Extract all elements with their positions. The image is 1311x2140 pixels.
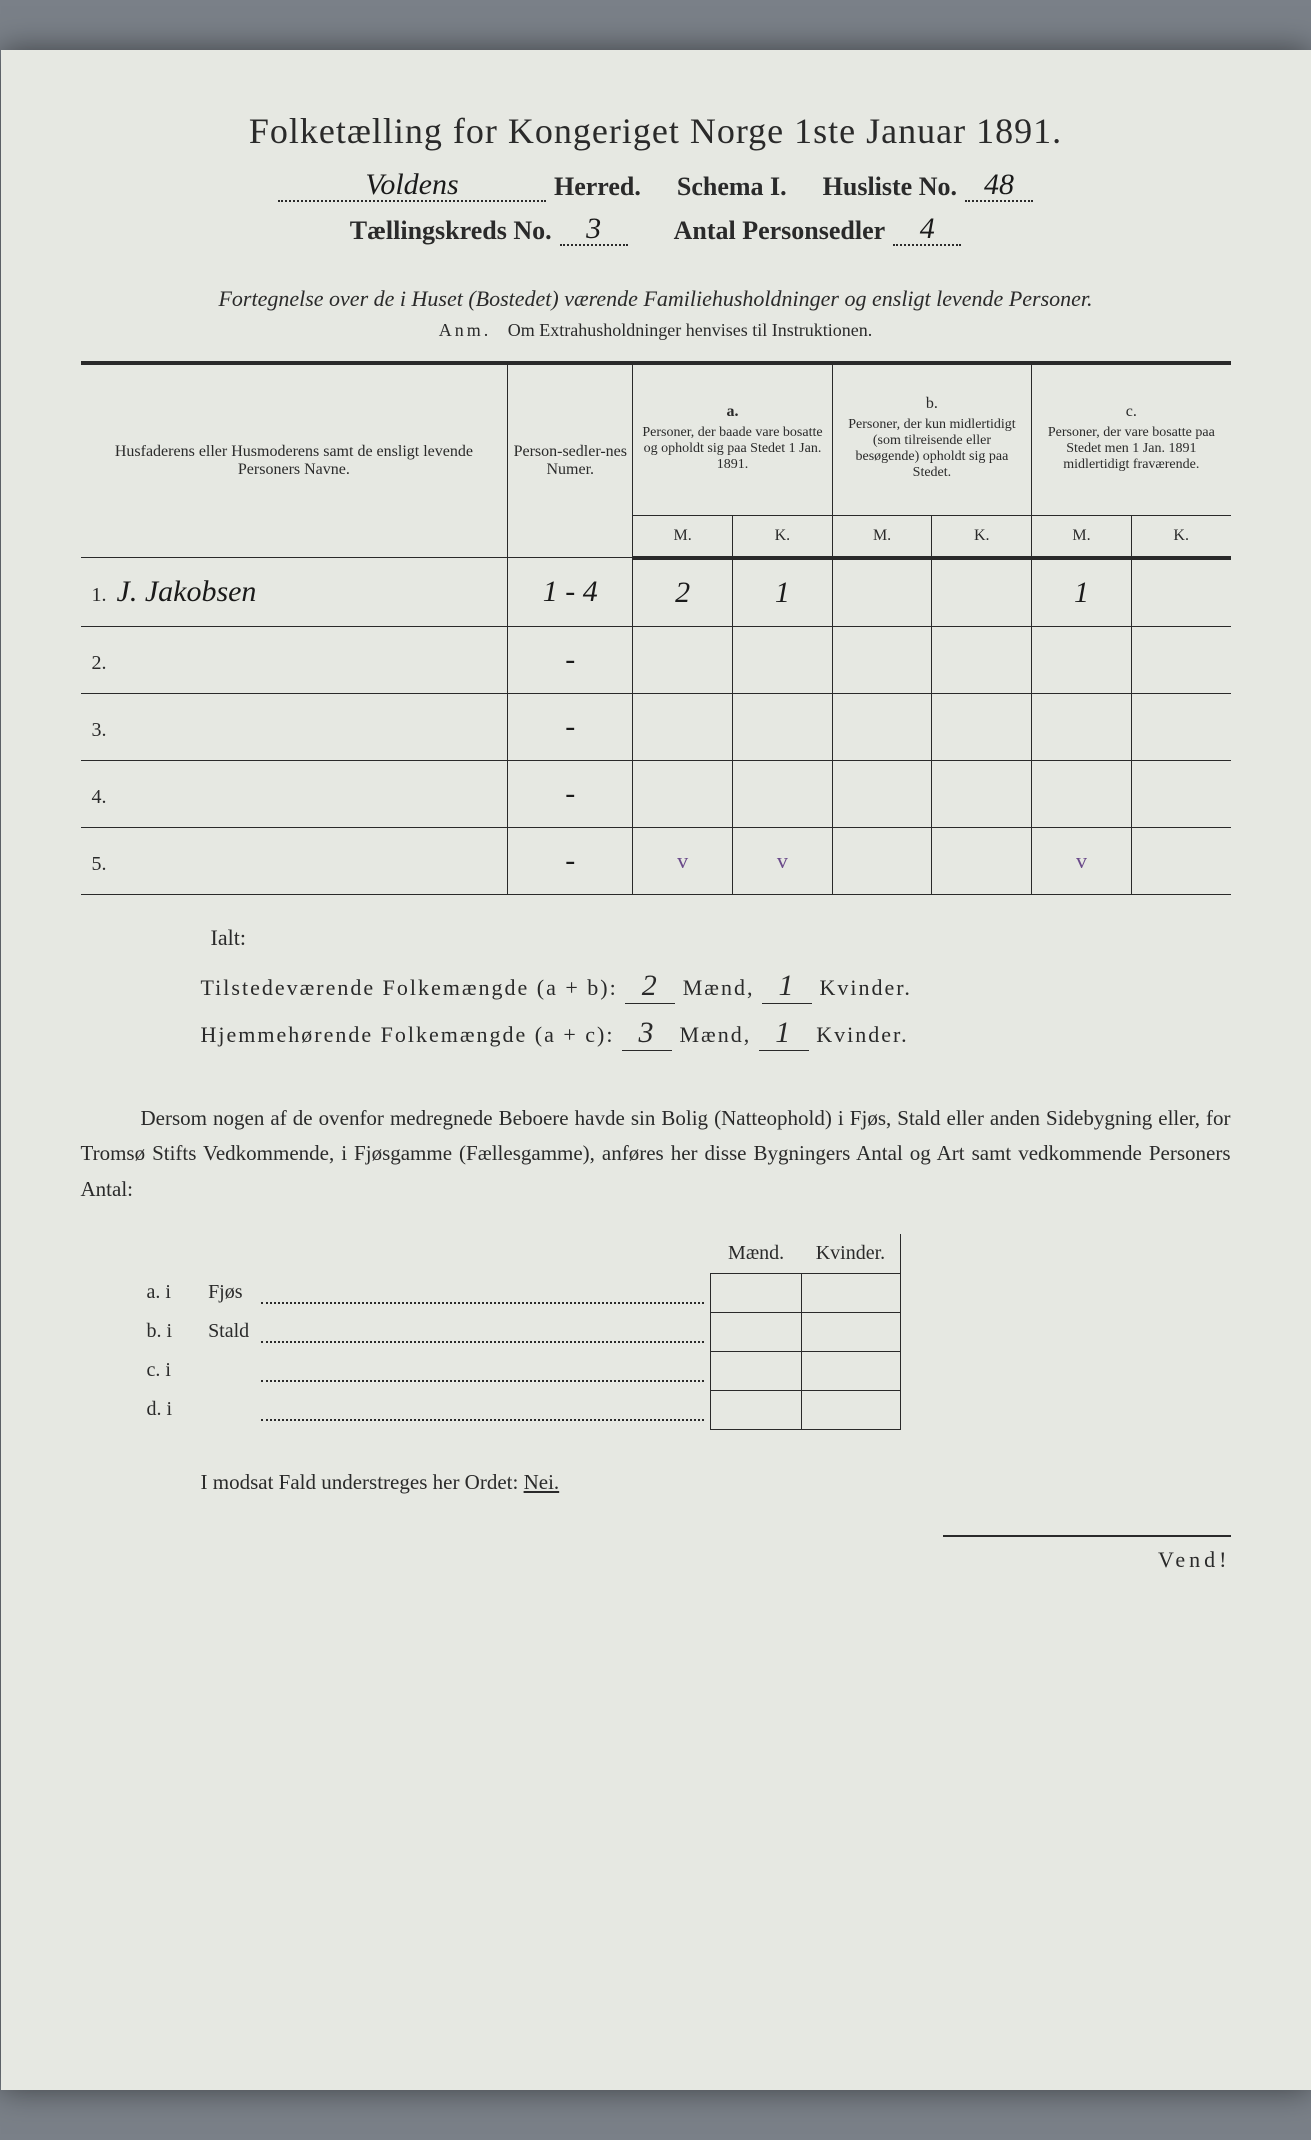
husliste-label: Husliste No.	[823, 172, 957, 202]
main-table: Husfaderens eller Husmoderens samt de en…	[81, 361, 1231, 895]
totals-row-2: Hjemmehørende Folkemængde (a + c): 3 Mæn…	[201, 1016, 1231, 1051]
maend-label-2: Mænd,	[679, 1022, 751, 1047]
th-b: b. Personer, der kun midlertidigt (som t…	[832, 363, 1031, 515]
ialt-label: Ialt:	[211, 925, 1231, 951]
maend-label: Mænd,	[683, 975, 755, 1000]
th-b-m: M.	[832, 515, 932, 558]
husliste-value: 48	[965, 170, 1033, 202]
antal-value: 4	[893, 214, 961, 246]
table-row: 3. -	[81, 693, 1231, 760]
anm-line: Anm. Om Extrahusholdninger henvises til …	[81, 320, 1231, 341]
th-c-label: c.	[1036, 403, 1226, 421]
vend-label: Vend!	[943, 1535, 1231, 1573]
kvinder-label-2: Kvinder.	[816, 1022, 908, 1047]
sub-table-row: b. i Stald	[141, 1312, 901, 1351]
totals-row-1: Tilstedeværende Folkemængde (a + b): 2 M…	[201, 969, 1231, 1004]
sub-table-row: a. i Fjøs	[141, 1273, 901, 1312]
th-c-m: M.	[1032, 515, 1132, 558]
nei-word: Nei.	[524, 1470, 560, 1494]
table-row: 5. - v v v	[81, 827, 1231, 894]
th-num: Person-sedler-nes Numer.	[508, 363, 633, 558]
header-row-1: Voldens Herred. Schema I. Husliste No. 4…	[81, 170, 1231, 202]
totals-row2-m: 3	[622, 1016, 672, 1051]
totals-row1-k: 1	[762, 969, 812, 1004]
anm-label: Anm.	[439, 320, 492, 340]
modsat-line: I modsat Fald understreges her Ordet: Ne…	[201, 1470, 1231, 1495]
herred-label: Herred.	[554, 172, 641, 202]
sub-kvinder: Kvinder.	[801, 1234, 900, 1274]
kreds-label: Tællingskreds No.	[350, 216, 552, 246]
th-b-k: K.	[932, 515, 1032, 558]
modsat-text: I modsat Fald understreges her Ordet:	[201, 1470, 519, 1494]
totals-row1-label: Tilstedeværende Folkemængde (a + b):	[201, 975, 618, 1000]
th-names: Husfaderens eller Husmoderens samt de en…	[81, 363, 508, 558]
th-a-text: Personer, der baade vare bosatte og opho…	[637, 421, 827, 477]
dersom-paragraph: Dersom nogen af de ovenfor medregnede Be…	[81, 1101, 1231, 1208]
table-row: 4. -	[81, 760, 1231, 827]
kreds-value: 3	[560, 214, 628, 246]
sub-table: Mænd. Kvinder. a. i Fjøs b. i Stald c. i…	[141, 1234, 901, 1430]
herred-value: Voldens	[278, 170, 546, 202]
totals-row2-label: Hjemmehørende Folkemængde (a + c):	[201, 1022, 615, 1047]
kvinder-label: Kvinder.	[819, 975, 911, 1000]
th-a-k: K.	[732, 515, 832, 558]
th-c: c. Personer, der vare bosatte paa Stedet…	[1032, 363, 1231, 515]
totals-row2-k: 1	[759, 1016, 809, 1051]
totals-row1-m: 2	[625, 969, 675, 1004]
subtitle: Fortegnelse over de i Huset (Bostedet) v…	[81, 286, 1231, 312]
sub-maend: Mænd.	[711, 1234, 801, 1274]
th-c-k: K.	[1131, 515, 1230, 558]
th-a-label: a.	[637, 403, 827, 421]
th-a-m: M.	[633, 515, 733, 558]
th-a: a. Personer, der baade vare bosatte og o…	[633, 363, 832, 515]
table-row: 1. J. Jakobsen 1 - 4 2 1 1	[81, 558, 1231, 627]
sub-table-row: c. i	[141, 1351, 901, 1390]
schema-label: Schema I.	[677, 172, 787, 202]
totals-block: Ialt: Tilstedeværende Folkemængde (a + b…	[201, 925, 1231, 1051]
census-form-page: Folketælling for Kongeriget Norge 1ste J…	[1, 50, 1311, 2090]
sub-table-row: d. i	[141, 1390, 901, 1429]
th-b-text: Personer, der kun midlertidigt (som tilr…	[837, 413, 1027, 485]
th-b-label: b.	[837, 395, 1027, 413]
header-row-2: Tællingskreds No. 3 Antal Personsedler 4	[81, 214, 1231, 246]
page-title: Folketælling for Kongeriget Norge 1ste J…	[81, 110, 1231, 152]
antal-label: Antal Personsedler	[674, 216, 886, 246]
table-row: 2. -	[81, 626, 1231, 693]
th-c-text: Personer, der vare bosatte paa Stedet me…	[1036, 421, 1226, 477]
anm-text: Om Extrahusholdninger henvises til Instr…	[508, 320, 872, 340]
